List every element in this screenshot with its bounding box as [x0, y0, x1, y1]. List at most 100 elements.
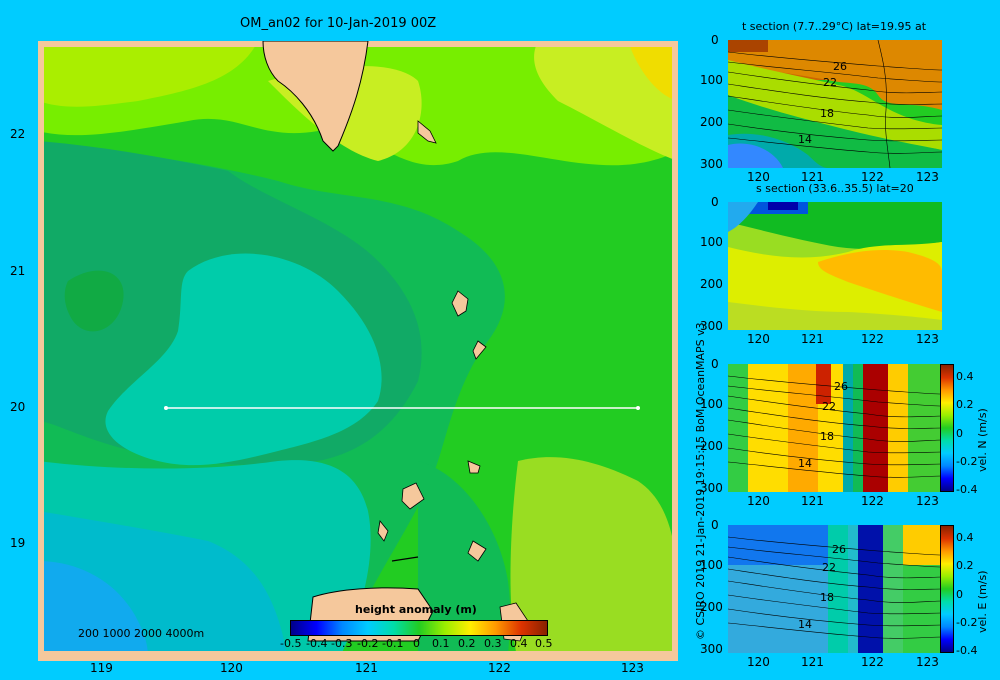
contour-label: 26	[833, 60, 847, 73]
contour-label: 18	[820, 430, 834, 443]
panel-y-tick: 100	[700, 235, 723, 249]
panel-y-tick: 300	[700, 157, 723, 171]
vel-e-cbar-tick: -0.2	[956, 616, 978, 629]
colorbar-tick: 0.3	[484, 637, 502, 650]
colorbar-tick: -0.1	[382, 637, 404, 650]
section-endpoint	[636, 406, 640, 410]
colorbar-tick: -0.4	[306, 637, 328, 650]
colorbar-tick: 0.5	[535, 637, 553, 650]
map-x-tick: 123	[621, 661, 644, 675]
panel-title: s section (33.6..35.5) lat=20	[756, 182, 914, 195]
panel-y-tick: 200	[700, 277, 723, 291]
contour-label: 22	[822, 400, 836, 413]
panel-x-tick: 121	[801, 170, 824, 184]
ssh-map: 200 1000 2000 4000m	[38, 41, 678, 661]
panel-x-tick: 121	[801, 494, 824, 508]
colorbar-tick: -0.5	[280, 637, 302, 650]
panel-x-tick: 123	[916, 655, 939, 669]
vel-e-cbar-tick: -0.4	[956, 644, 978, 657]
vel-n-cbar-tick: 0.2	[956, 398, 974, 411]
map-x-tick: 122	[488, 661, 511, 675]
colorbar-label: height anomaly (m)	[355, 603, 477, 616]
colorbar-tick: 0	[413, 637, 420, 650]
panel-x-tick: 122	[861, 332, 884, 346]
panel-y-tick: 300	[700, 642, 723, 656]
panel-y-tick: 300	[700, 481, 723, 495]
panel-x-tick: 123	[916, 494, 939, 508]
land-islet	[401, 482, 425, 510]
panel-x-tick: 120	[747, 655, 770, 669]
land-islet	[472, 340, 487, 360]
panel-x-tick: 120	[747, 332, 770, 346]
map-y-tick: 19	[10, 536, 26, 550]
panel-y-tick: 100	[700, 558, 723, 572]
contour-label: 26	[834, 380, 848, 393]
panel-y-tick: 200	[700, 600, 723, 614]
panel-x-tick: 123	[916, 170, 939, 184]
vel-n-cbar-tick: -0.2	[956, 455, 978, 468]
vel-n-section: 26 22 18 14	[728, 364, 942, 492]
panel-y-tick: 0	[711, 195, 719, 209]
vel-e-label: vel. E (m/s)	[976, 570, 989, 633]
panel-y-tick: 0	[711, 357, 719, 371]
map-y-tick: 20	[10, 400, 26, 414]
contour-label: 14	[798, 618, 812, 631]
map-x-tick: 119	[90, 661, 113, 675]
section-endpoint	[164, 406, 168, 410]
map-y-tick: 22	[10, 127, 26, 141]
colorbar-ticks: -0.5 -0.4 -0.3 -0.2 -0.1 0 0.1 0.2 0.3 0…	[280, 637, 556, 651]
panel-y-tick: 0	[711, 518, 719, 532]
contour-label: 14	[798, 133, 812, 146]
land-islet	[467, 540, 487, 562]
land-islet	[377, 520, 389, 542]
land-islet	[467, 460, 481, 474]
vel-e-cbar-tick: 0.4	[956, 531, 974, 544]
vel-n-label: vel. N (m/s)	[976, 408, 989, 472]
map-x-tick: 121	[355, 661, 378, 675]
colorbar-tick: -0.2	[357, 637, 379, 650]
colorbar-tick: 0.4	[510, 637, 528, 650]
panel-x-tick: 122	[861, 494, 884, 508]
salinity-section	[728, 202, 942, 330]
depth-legend: 200 1000 2000 4000m	[78, 627, 204, 640]
panel-x-tick: 122	[861, 170, 884, 184]
panel-x-tick: 120	[747, 170, 770, 184]
contour-label: 26	[832, 543, 846, 556]
panel-y-tick: 300	[700, 319, 723, 333]
contour-lines	[728, 536, 942, 639]
panel-x-tick: 121	[801, 332, 824, 346]
panel-x-tick: 123	[916, 332, 939, 346]
contour-label: 18	[820, 591, 834, 604]
colorbar-tick: 0.1	[432, 637, 450, 650]
map-y-tick: 21	[10, 264, 26, 278]
vel-n-cbar-tick: 0	[956, 427, 963, 440]
contour-label: 18	[820, 107, 834, 120]
panel-y-tick: 0	[711, 33, 719, 47]
vel-n-colorbar	[940, 364, 954, 492]
vel-e-colorbar	[940, 525, 954, 653]
land-islet	[417, 120, 437, 144]
panel-x-tick: 122	[861, 655, 884, 669]
panel-y-tick: 100	[700, 73, 723, 87]
map-title: OM_an02 for 10-Jan-2019 00Z	[240, 16, 437, 31]
panel-y-tick: 200	[700, 115, 723, 129]
vel-e-cbar-tick: 0.2	[956, 559, 974, 572]
vel-e-cbar-tick: 0	[956, 588, 963, 601]
colorbar-tick: 0.2	[458, 637, 476, 650]
map-x-tick: 120	[220, 661, 243, 675]
panel-y-tick: 200	[700, 439, 723, 453]
contour-label: 22	[822, 561, 836, 574]
panel-x-tick: 120	[747, 494, 770, 508]
ssh-field	[44, 47, 672, 651]
land-taiwan	[262, 41, 369, 152]
vel-n-cbar-tick: 0.4	[956, 370, 974, 383]
contour-lines	[728, 40, 942, 168]
panel-title: t section (7.7..29°C) lat=19.95 at	[742, 20, 927, 33]
vel-e-section: 26 22 18 14	[728, 525, 942, 653]
temperature-section: 26 22 18 14	[728, 40, 942, 168]
panel-x-tick: 121	[801, 655, 824, 669]
height-colorbar	[290, 620, 548, 636]
vel-n-cbar-tick: -0.4	[956, 483, 978, 496]
panel-y-tick: 100	[700, 397, 723, 411]
colorbar-tick: -0.3	[331, 637, 353, 650]
